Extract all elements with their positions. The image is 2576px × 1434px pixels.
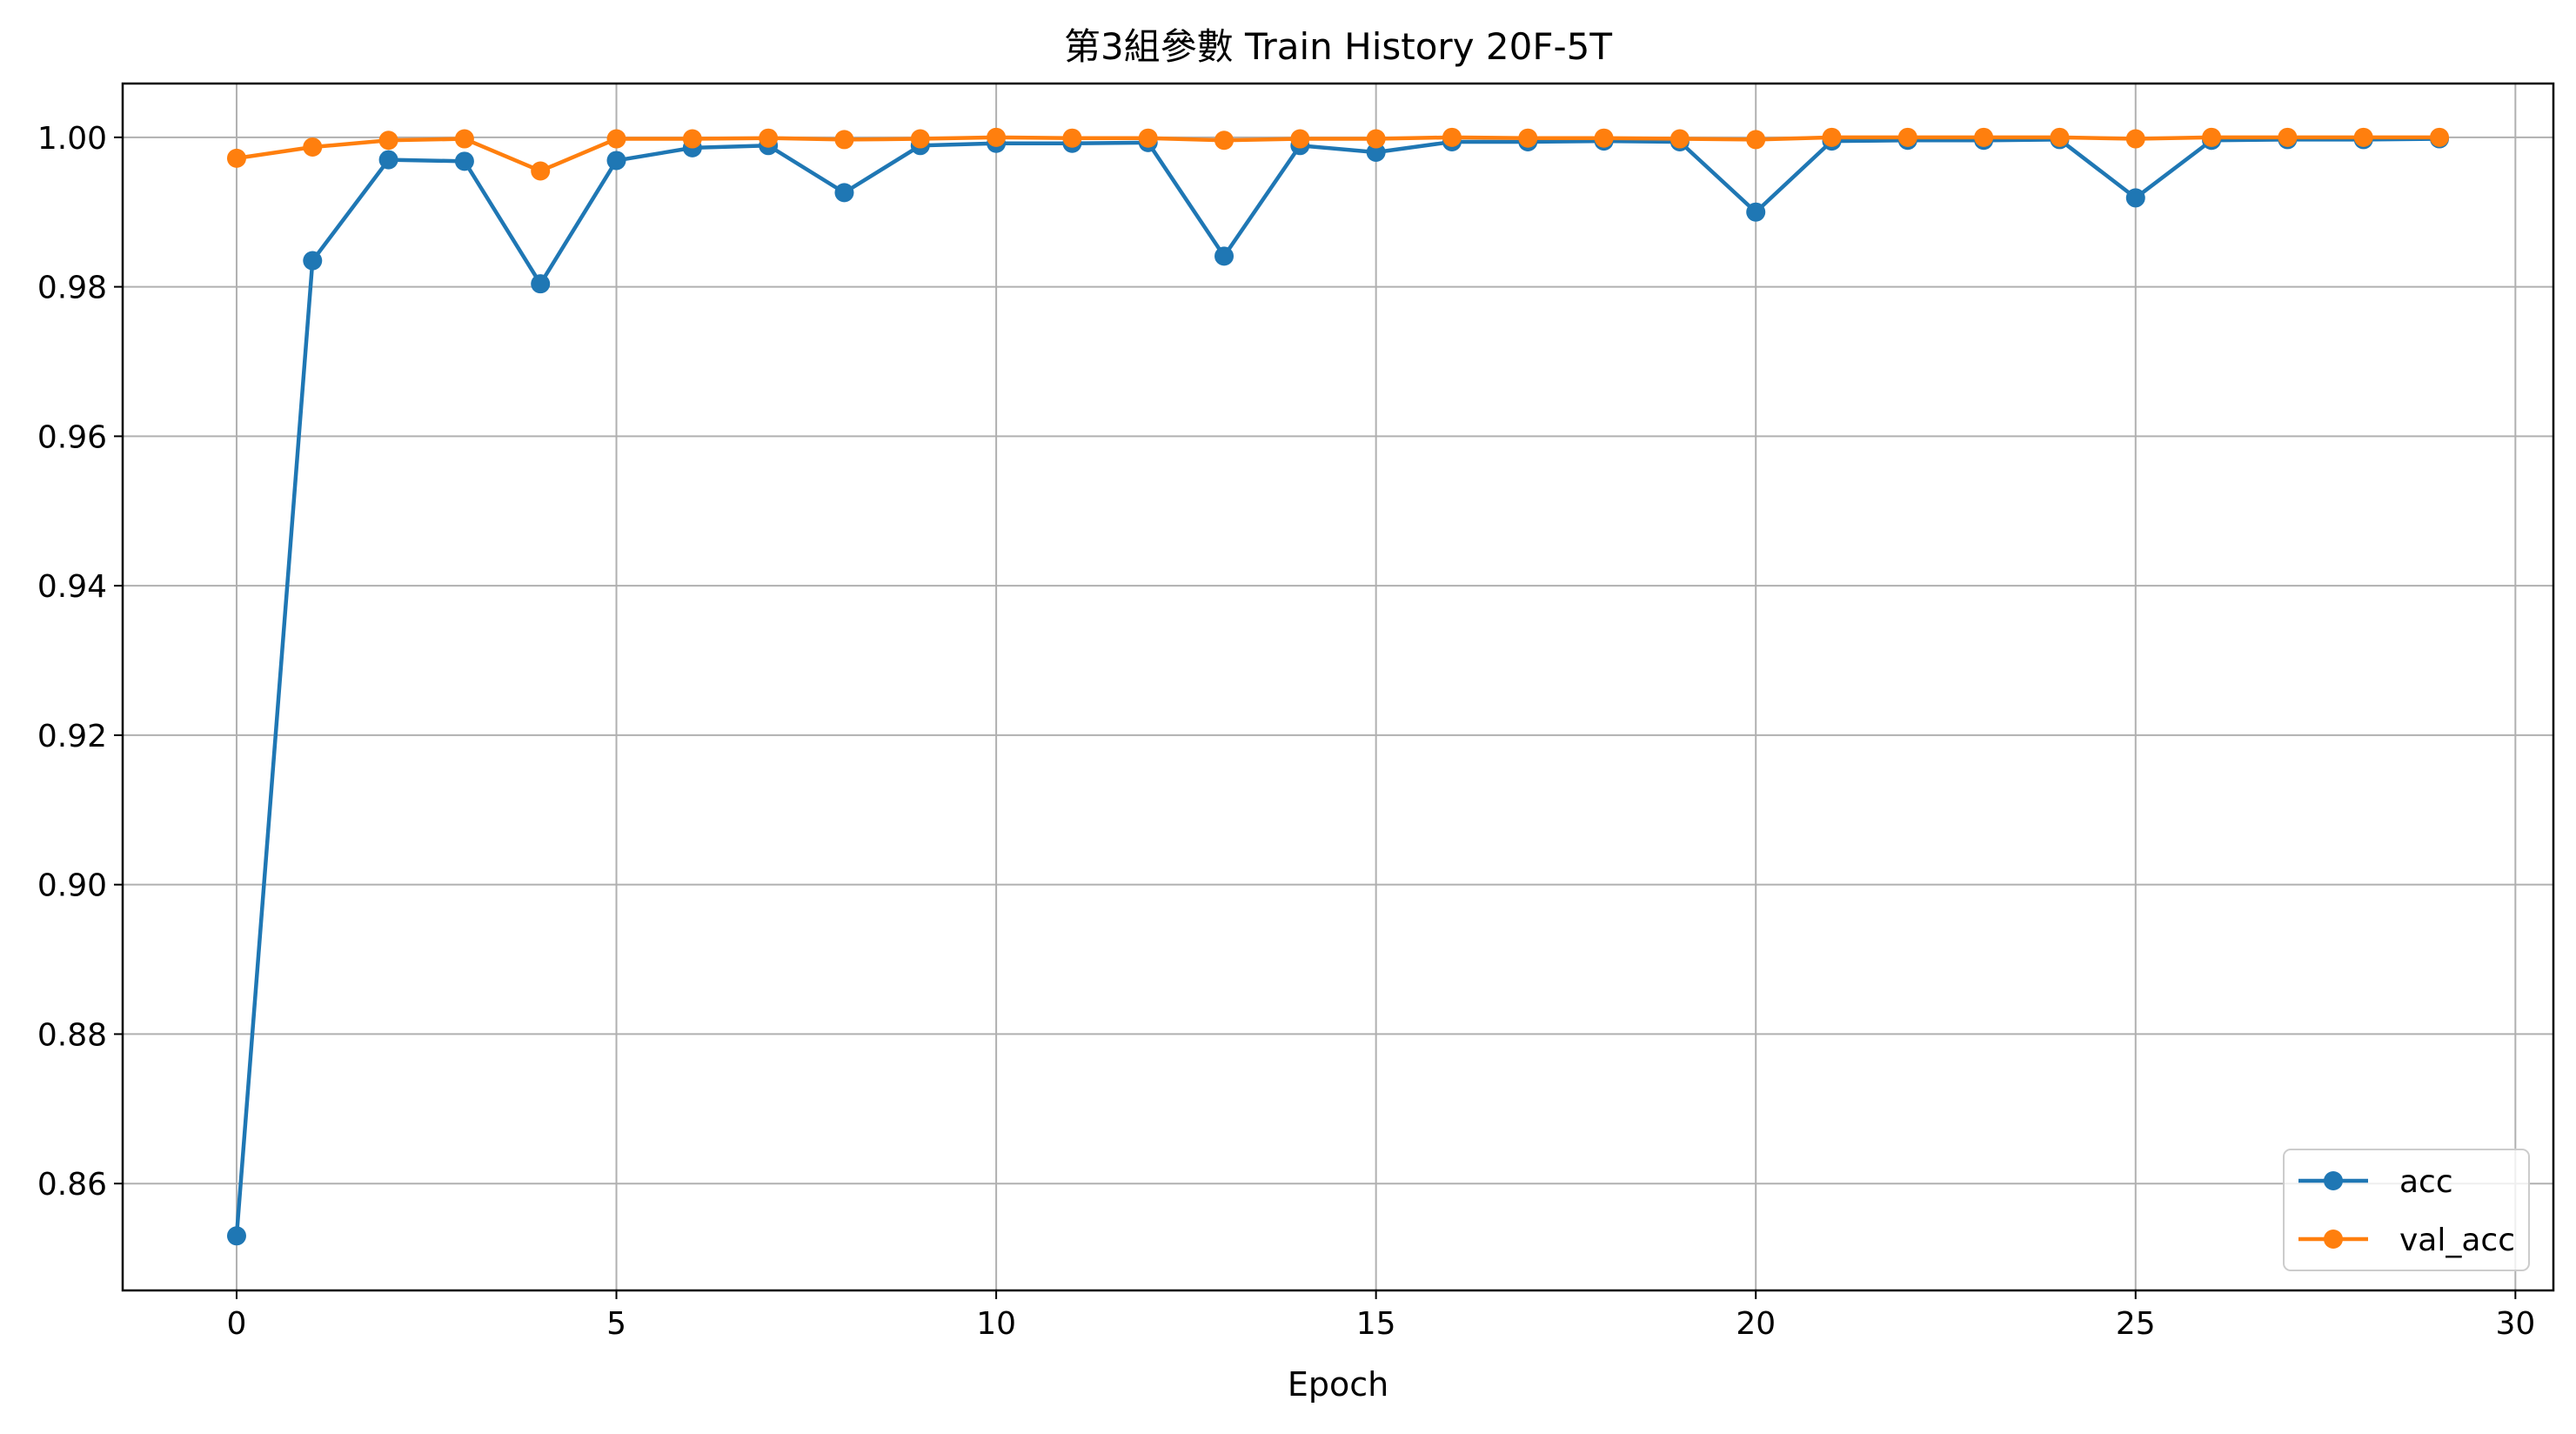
y-tick-label-7: 1.00 [37,121,107,157]
data-point-acc-4 [531,274,551,294]
data-point-val-acc-28 [2353,127,2373,147]
y-tick-label-3: 0.92 [37,719,107,754]
x-tick-label-5: 25 [2116,1306,2156,1342]
data-point-val-acc-5 [606,129,626,149]
data-point-acc-13 [1214,246,1234,266]
series-layer [226,127,2450,1246]
y-tick-label-0: 0.86 [37,1167,107,1203]
legend: acc val_acc [2283,1149,2530,1271]
data-point-val-acc-7 [759,128,779,148]
data-point-val-acc-18 [1594,128,1614,148]
x-tick-label-3: 15 [1356,1306,1396,1342]
legend-label-val-acc: val_acc [2399,1223,2515,1258]
data-point-val-acc-22 [1897,127,1917,147]
data-point-acc-25 [2125,188,2145,208]
data-point-val-acc-3 [454,129,474,149]
data-point-val-acc-27 [2278,127,2298,147]
data-point-acc-20 [1746,202,1766,222]
data-point-val-acc-13 [1214,131,1234,151]
data-point-val-acc-15 [1366,129,1386,149]
legend-marker-acc [2324,1171,2343,1190]
data-point-val-acc-16 [1442,127,1462,147]
data-point-acc-0 [226,1226,246,1246]
data-point-val-acc-4 [531,161,551,181]
axes [121,82,2555,1292]
data-point-val-acc-1 [303,137,323,157]
x-tick-label-1: 5 [606,1306,626,1342]
data-point-val-acc-12 [1138,128,1158,148]
data-point-acc-8 [834,183,854,203]
x-tick-label-2: 10 [976,1306,1016,1342]
series-line-val-acc [236,135,2440,173]
data-point-acc-15 [1366,143,1386,163]
data-point-val-acc-14 [1290,129,1310,149]
data-point-acc-1 [303,251,323,271]
data-point-val-acc-9 [910,129,930,149]
data-point-val-acc-17 [1518,128,1538,148]
data-point-val-acc-29 [2430,127,2450,147]
data-point-val-acc-10 [987,127,1007,147]
data-point-val-acc-26 [2202,127,2222,147]
data-point-val-acc-8 [834,130,854,150]
data-point-val-acc-11 [1062,128,1082,148]
data-point-val-acc-24 [2050,127,2070,147]
y-tick-label-6: 0.98 [37,271,107,306]
data-point-val-acc-23 [1974,127,1994,147]
legend-label-acc: acc [2399,1164,2453,1200]
data-point-acc-5 [606,151,626,171]
x-tick-label-6: 30 [2495,1306,2535,1342]
grid [123,84,2553,1290]
y-tick-label-1: 0.88 [37,1017,107,1053]
ticks: 0 5 10 15 20 25 30 0.86 0.88 0.90 0.92 0.94 0.96 0.98… [37,121,2535,1342]
data-point-val-acc-21 [1822,127,1842,147]
y-tick-label-5: 0.96 [37,419,107,455]
x-axis-label: Epoch [1288,1365,1388,1404]
y-tick-label-4: 0.94 [37,569,107,605]
chart-title: 第3組參數 Train History 20F-5T [1064,25,1612,68]
data-point-val-acc-19 [1669,129,1689,149]
legend-marker-val-acc [2324,1230,2343,1249]
data-point-val-acc-6 [682,129,702,149]
series-line-acc [234,137,2440,1236]
data-point-acc-2 [378,150,398,170]
data-point-val-acc-0 [226,148,246,168]
x-tick-label-4: 20 [1736,1306,1776,1342]
y-tick-label-2: 0.90 [37,868,107,904]
plot-frame [121,82,2555,1292]
data-point-val-acc-20 [1746,130,1766,150]
x-tick-label-0: 0 [227,1306,247,1342]
data-point-acc-3 [454,151,474,171]
data-point-val-acc-25 [2125,129,2145,149]
data-point-val-acc-2 [378,131,398,151]
